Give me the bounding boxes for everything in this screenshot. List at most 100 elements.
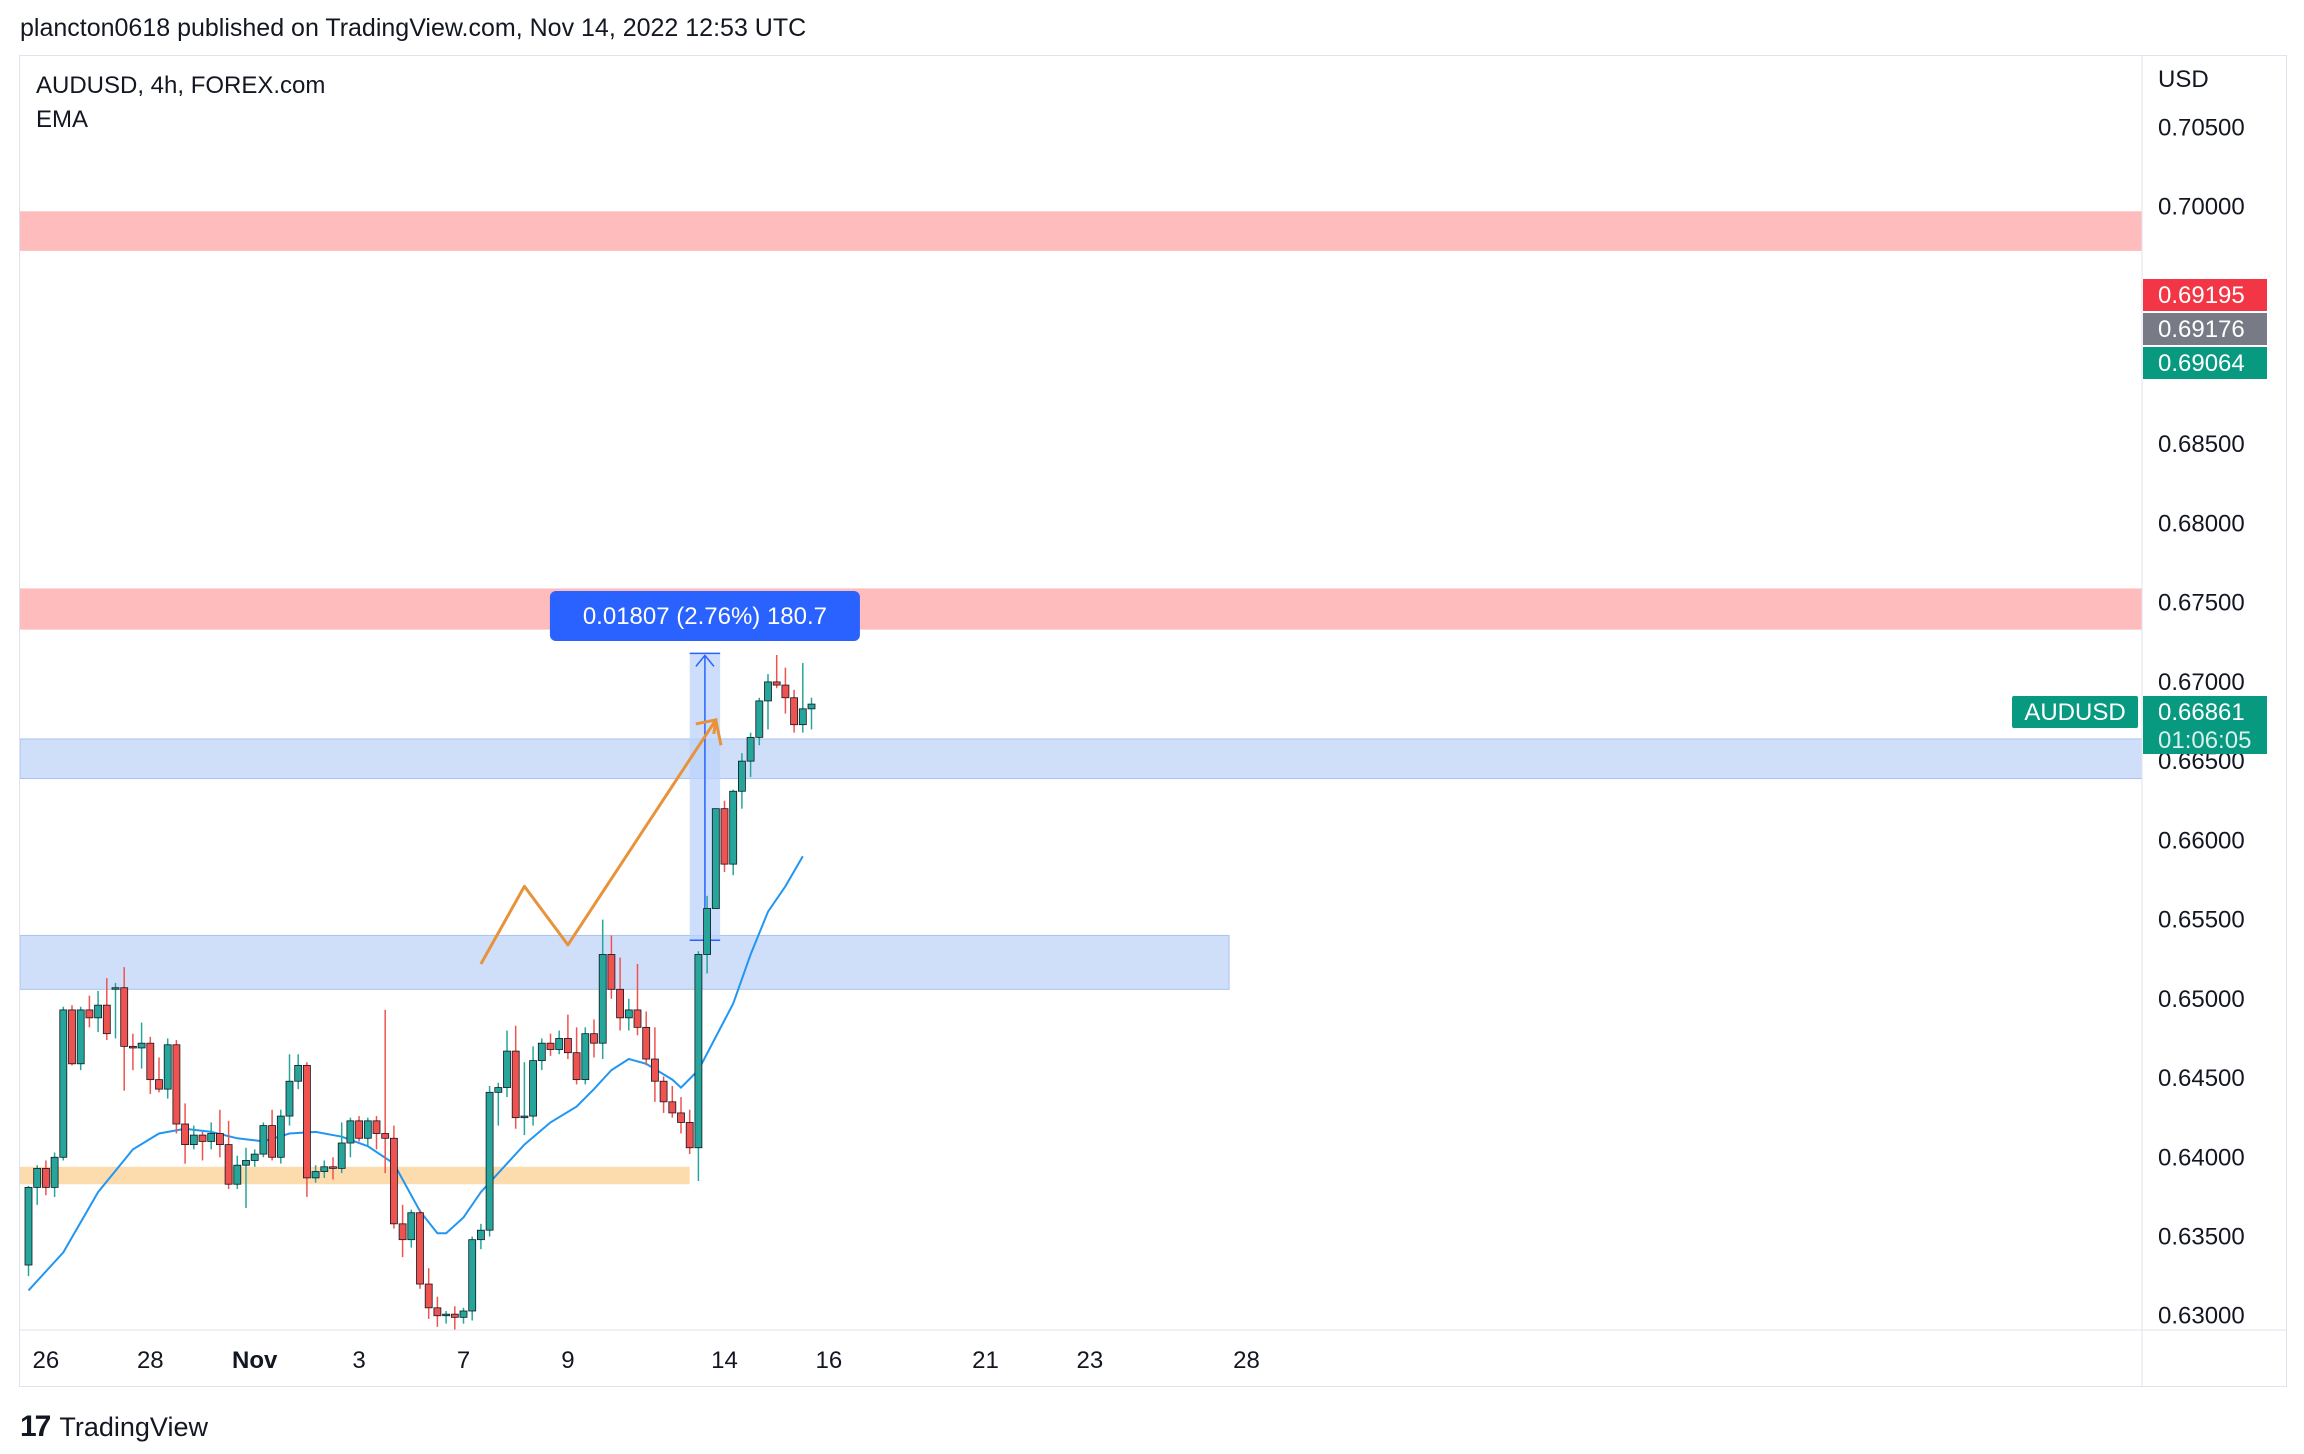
candle-body [685, 1122, 694, 1149]
candle-down [668, 1085, 677, 1118]
price-tick-label: 0.64500 [2158, 1065, 2245, 1092]
candle-body [442, 1313, 451, 1317]
candle-down [128, 1033, 137, 1071]
time-tick-label: Nov [232, 1347, 278, 1374]
price-badge-mid-bg [2143, 313, 2267, 345]
candle-body [781, 684, 790, 699]
candle-body [798, 708, 807, 726]
candle-down [424, 1268, 433, 1319]
candle-body [242, 1160, 250, 1166]
measure-arrow-head [695, 654, 715, 667]
candle-countdown: 01:06:05 [2158, 727, 2251, 754]
candle-down [633, 963, 642, 1036]
candle-up [764, 673, 772, 730]
candle-body [50, 1156, 59, 1188]
candle-up [798, 662, 807, 733]
candle-body [772, 681, 781, 686]
candle-body [494, 1087, 503, 1093]
price-badge-mid: 0.69176 [2158, 316, 2245, 343]
candle-body [433, 1307, 442, 1317]
candle-up [33, 1165, 42, 1205]
price-tick-label: 0.64000 [2158, 1144, 2245, 1171]
ema-line [27, 855, 804, 1292]
candle-up [738, 753, 746, 809]
candle-body [389, 1137, 398, 1225]
candle-down [381, 1009, 390, 1174]
candle-up [807, 697, 816, 730]
price-badge-low: 0.69064 [2158, 350, 2245, 377]
candle-down [572, 1027, 581, 1085]
candle-body [302, 1064, 311, 1179]
candle-down [120, 967, 129, 1091]
symbol-legend[interactable]: AUDUSD, 4h, FOREX.com [36, 72, 326, 99]
support-zone [20, 738, 2142, 780]
chart-pane[interactable] [19, 55, 2287, 1387]
candle-body [729, 790, 738, 865]
candle-down [389, 1125, 398, 1229]
candle-up [250, 1149, 259, 1167]
symbol-tag: AUDUSD [2024, 699, 2125, 726]
time-tick-label: 26 [33, 1347, 60, 1374]
candle-down [416, 1209, 424, 1289]
candle-up [555, 1030, 564, 1055]
candle-down [685, 1109, 694, 1155]
price-badge-low-bg [2143, 347, 2267, 379]
candle-body [311, 1171, 320, 1179]
candle-up [494, 1082, 503, 1126]
candle-up [59, 1006, 68, 1161]
candle-body [337, 1142, 346, 1169]
price-tick-label: 0.66000 [2158, 827, 2245, 854]
candle-body [572, 1052, 581, 1081]
candle-down [268, 1109, 277, 1161]
candle-body [198, 1134, 207, 1142]
symbol-tag-bg [2012, 696, 2138, 728]
candle-body [68, 1009, 76, 1065]
candle-up [76, 1006, 85, 1071]
candle-body [146, 1042, 155, 1081]
candle-body [598, 954, 607, 1044]
candle-down [172, 1040, 181, 1134]
candle-up [311, 1165, 320, 1183]
price-tick-label: 0.63000 [2158, 1303, 2245, 1330]
indicator-legend[interactable]: EMA [36, 106, 89, 133]
candle-up [242, 1147, 250, 1208]
price-tick-label: 0.67000 [2158, 669, 2245, 696]
candle-up [520, 1062, 529, 1136]
candle-down [355, 1116, 364, 1142]
price-tick-label: 0.68500 [2158, 431, 2245, 458]
candle-body [807, 703, 816, 710]
candle-up [746, 732, 755, 777]
candle-body [616, 988, 624, 1019]
candle-body [329, 1166, 337, 1169]
candle-body [424, 1283, 433, 1309]
candle-body [381, 1133, 390, 1139]
candle-up [94, 990, 102, 1033]
candle-body [624, 1009, 633, 1019]
time-tick-label: 23 [1077, 1347, 1104, 1374]
candle-up [189, 1125, 198, 1150]
footer-brand[interactable]: 17 TradingView [20, 1410, 208, 1444]
candle-body [128, 1045, 137, 1049]
candle-down [677, 1097, 685, 1134]
candle-body [476, 1229, 485, 1241]
price-tick-label: 0.70000 [2158, 194, 2245, 221]
candle-down [546, 1033, 555, 1056]
projection-arrowhead [695, 718, 718, 735]
candle-body [711, 808, 720, 909]
candle-up [285, 1054, 294, 1126]
candle-down [398, 1204, 407, 1258]
candle-body [42, 1167, 50, 1188]
candle-body [268, 1125, 277, 1158]
candle-up [459, 1307, 468, 1324]
candle-down [102, 978, 111, 1041]
last-price-value: 0.66861 [2158, 699, 2245, 726]
candle-up [529, 1046, 537, 1126]
candle-body [320, 1166, 329, 1172]
candle-up [755, 697, 764, 746]
candle-up [485, 1085, 494, 1237]
time-tick-label: 21 [972, 1347, 999, 1374]
candle-up [346, 1117, 355, 1158]
candle-up [711, 808, 720, 909]
candle-body [677, 1112, 685, 1123]
